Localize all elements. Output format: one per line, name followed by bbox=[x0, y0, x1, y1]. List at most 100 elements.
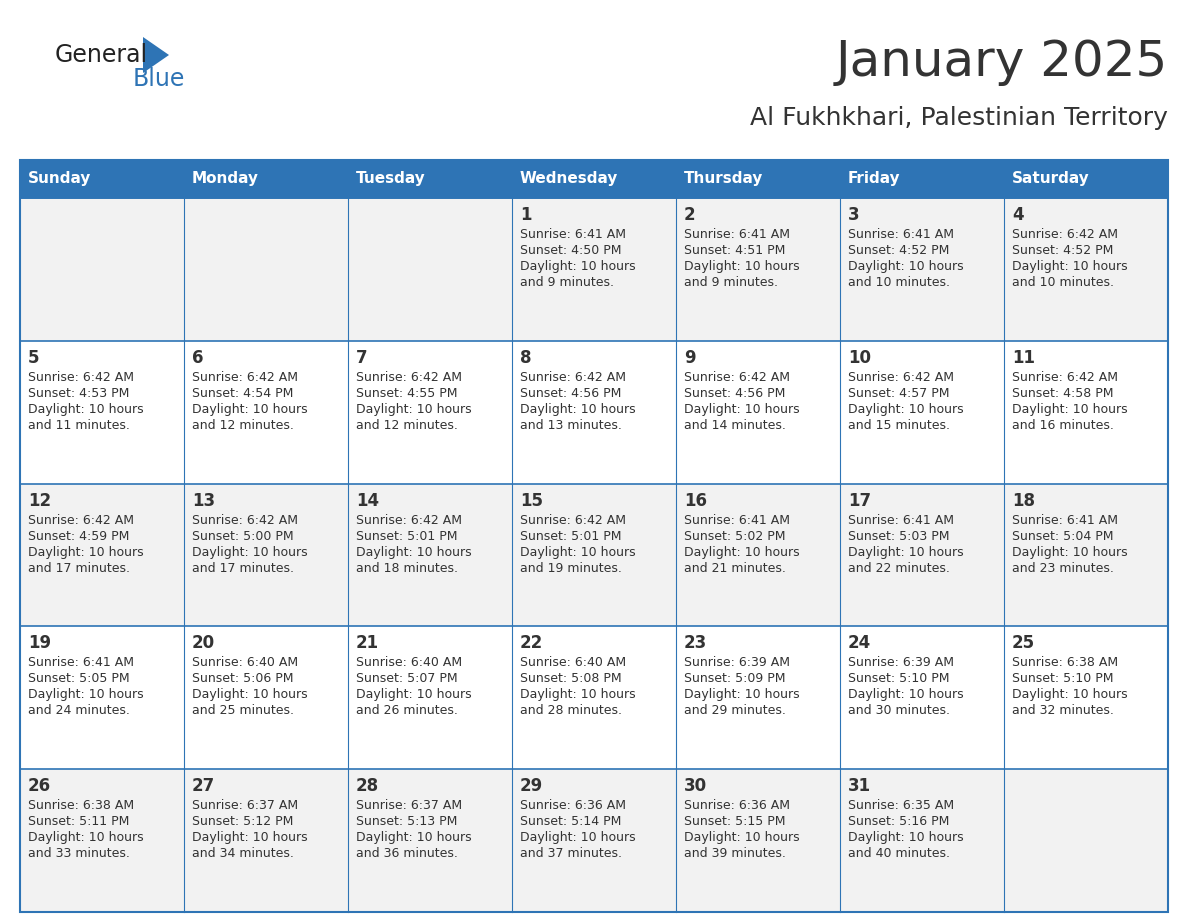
Text: Sunset: 5:02 PM: Sunset: 5:02 PM bbox=[684, 530, 785, 543]
Text: Sunset: 5:16 PM: Sunset: 5:16 PM bbox=[848, 815, 949, 828]
Bar bbox=[512, 626, 676, 769]
Bar bbox=[184, 198, 348, 341]
Text: Saturday: Saturday bbox=[1012, 172, 1089, 186]
Text: and 13 minutes.: and 13 minutes. bbox=[520, 419, 621, 431]
Bar bbox=[1004, 160, 1168, 198]
Bar bbox=[840, 626, 1004, 769]
Text: 20: 20 bbox=[192, 634, 215, 653]
Text: and 14 minutes.: and 14 minutes. bbox=[684, 419, 786, 431]
Bar bbox=[348, 160, 512, 198]
Text: and 11 minutes.: and 11 minutes. bbox=[29, 419, 129, 431]
Text: Daylight: 10 hours: Daylight: 10 hours bbox=[29, 545, 144, 558]
Bar bbox=[184, 484, 348, 626]
Text: and 22 minutes.: and 22 minutes. bbox=[848, 562, 950, 575]
Text: 4: 4 bbox=[1012, 206, 1024, 224]
Text: 14: 14 bbox=[356, 492, 379, 509]
Text: January 2025: January 2025 bbox=[835, 38, 1168, 86]
Text: 1: 1 bbox=[520, 206, 531, 224]
Bar bbox=[348, 484, 512, 626]
Text: and 25 minutes.: and 25 minutes. bbox=[192, 704, 293, 717]
Text: 18: 18 bbox=[1012, 492, 1035, 509]
Text: Sunrise: 6:40 AM: Sunrise: 6:40 AM bbox=[520, 656, 626, 669]
Text: Sunset: 4:54 PM: Sunset: 4:54 PM bbox=[192, 386, 293, 400]
Polygon shape bbox=[143, 37, 169, 73]
Text: Sunrise: 6:39 AM: Sunrise: 6:39 AM bbox=[684, 656, 790, 669]
Text: Sunset: 5:05 PM: Sunset: 5:05 PM bbox=[29, 672, 129, 686]
Text: Daylight: 10 hours: Daylight: 10 hours bbox=[192, 545, 308, 558]
Text: Sunset: 5:11 PM: Sunset: 5:11 PM bbox=[29, 815, 129, 828]
Text: Sunset: 4:58 PM: Sunset: 4:58 PM bbox=[1012, 386, 1113, 400]
Text: 7: 7 bbox=[356, 349, 367, 367]
Text: Sunset: 5:06 PM: Sunset: 5:06 PM bbox=[192, 672, 293, 686]
Text: Sunrise: 6:38 AM: Sunrise: 6:38 AM bbox=[1012, 656, 1118, 669]
Bar bbox=[184, 160, 348, 198]
Bar bbox=[184, 341, 348, 484]
Text: and 24 minutes.: and 24 minutes. bbox=[29, 704, 129, 717]
Text: and 34 minutes.: and 34 minutes. bbox=[192, 847, 293, 860]
Text: Daylight: 10 hours: Daylight: 10 hours bbox=[848, 688, 963, 701]
Text: Sunrise: 6:40 AM: Sunrise: 6:40 AM bbox=[192, 656, 298, 669]
Text: Daylight: 10 hours: Daylight: 10 hours bbox=[29, 403, 144, 416]
Text: Daylight: 10 hours: Daylight: 10 hours bbox=[192, 831, 308, 845]
Text: and 26 minutes.: and 26 minutes. bbox=[356, 704, 457, 717]
Text: Sunrise: 6:42 AM: Sunrise: 6:42 AM bbox=[520, 371, 626, 384]
Text: Sunrise: 6:37 AM: Sunrise: 6:37 AM bbox=[192, 800, 298, 812]
Bar bbox=[1004, 769, 1168, 912]
Text: 15: 15 bbox=[520, 492, 543, 509]
Text: 19: 19 bbox=[29, 634, 51, 653]
Text: Al Fukhkhari, Palestinian Territory: Al Fukhkhari, Palestinian Territory bbox=[750, 106, 1168, 130]
Text: Sunset: 4:50 PM: Sunset: 4:50 PM bbox=[520, 244, 621, 257]
Text: 22: 22 bbox=[520, 634, 543, 653]
Text: and 10 minutes.: and 10 minutes. bbox=[848, 276, 950, 289]
Text: Sunrise: 6:41 AM: Sunrise: 6:41 AM bbox=[684, 228, 790, 241]
Text: 5: 5 bbox=[29, 349, 39, 367]
Bar bbox=[348, 341, 512, 484]
Text: and 39 minutes.: and 39 minutes. bbox=[684, 847, 786, 860]
Bar bbox=[348, 626, 512, 769]
Bar bbox=[676, 198, 840, 341]
Text: 25: 25 bbox=[1012, 634, 1035, 653]
Bar bbox=[676, 160, 840, 198]
Text: 24: 24 bbox=[848, 634, 871, 653]
Bar bbox=[840, 484, 1004, 626]
Text: Sunset: 5:01 PM: Sunset: 5:01 PM bbox=[520, 530, 621, 543]
Text: Sunrise: 6:42 AM: Sunrise: 6:42 AM bbox=[356, 371, 462, 384]
Text: 16: 16 bbox=[684, 492, 707, 509]
Text: Sunset: 5:13 PM: Sunset: 5:13 PM bbox=[356, 815, 457, 828]
Text: Daylight: 10 hours: Daylight: 10 hours bbox=[356, 831, 472, 845]
Text: 21: 21 bbox=[356, 634, 379, 653]
Text: Sunrise: 6:42 AM: Sunrise: 6:42 AM bbox=[520, 513, 626, 527]
Text: Daylight: 10 hours: Daylight: 10 hours bbox=[520, 260, 636, 273]
Text: Daylight: 10 hours: Daylight: 10 hours bbox=[1012, 403, 1127, 416]
Text: Sunset: 4:51 PM: Sunset: 4:51 PM bbox=[684, 244, 785, 257]
Bar bbox=[20, 626, 184, 769]
Text: and 17 minutes.: and 17 minutes. bbox=[192, 562, 293, 575]
Text: Sunset: 4:57 PM: Sunset: 4:57 PM bbox=[848, 386, 949, 400]
Text: and 15 minutes.: and 15 minutes. bbox=[848, 419, 950, 431]
Text: Sunrise: 6:42 AM: Sunrise: 6:42 AM bbox=[848, 371, 954, 384]
Text: 10: 10 bbox=[848, 349, 871, 367]
Text: Sunset: 4:55 PM: Sunset: 4:55 PM bbox=[356, 386, 457, 400]
Text: Sunrise: 6:42 AM: Sunrise: 6:42 AM bbox=[29, 371, 134, 384]
Text: and 40 minutes.: and 40 minutes. bbox=[848, 847, 950, 860]
Bar bbox=[20, 160, 184, 198]
Text: and 32 minutes.: and 32 minutes. bbox=[1012, 704, 1114, 717]
Bar bbox=[840, 160, 1004, 198]
Text: and 37 minutes.: and 37 minutes. bbox=[520, 847, 623, 860]
Text: 12: 12 bbox=[29, 492, 51, 509]
Text: Daylight: 10 hours: Daylight: 10 hours bbox=[520, 688, 636, 701]
Text: Daylight: 10 hours: Daylight: 10 hours bbox=[356, 688, 472, 701]
Text: 30: 30 bbox=[684, 778, 707, 795]
Text: 2: 2 bbox=[684, 206, 696, 224]
Bar bbox=[1004, 484, 1168, 626]
Text: Daylight: 10 hours: Daylight: 10 hours bbox=[684, 688, 800, 701]
Text: Sunset: 5:14 PM: Sunset: 5:14 PM bbox=[520, 815, 621, 828]
Text: and 33 minutes.: and 33 minutes. bbox=[29, 847, 129, 860]
Text: and 23 minutes.: and 23 minutes. bbox=[1012, 562, 1114, 575]
Text: and 19 minutes.: and 19 minutes. bbox=[520, 562, 621, 575]
Bar bbox=[676, 341, 840, 484]
Text: Monday: Monday bbox=[192, 172, 259, 186]
Bar bbox=[20, 341, 184, 484]
Text: Sunrise: 6:42 AM: Sunrise: 6:42 AM bbox=[684, 371, 790, 384]
Bar bbox=[20, 769, 184, 912]
